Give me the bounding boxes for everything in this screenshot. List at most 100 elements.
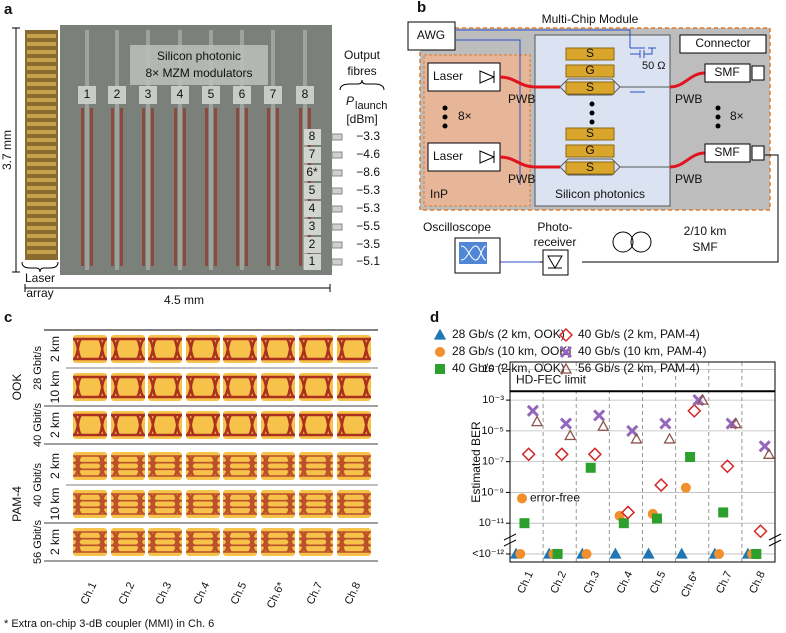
- x-tick-label: Ch.3: [581, 569, 602, 595]
- eye-background: [148, 528, 182, 556]
- x-tick-label: Ch.7: [714, 569, 735, 595]
- electrode-label: S: [586, 160, 594, 174]
- waveguide: [559, 158, 670, 176]
- smf-label: SMF: [714, 145, 739, 159]
- eye-background: [73, 411, 107, 439]
- electrode: [565, 127, 615, 141]
- connector: [751, 65, 765, 81]
- laser-stripe: [27, 66, 56, 70]
- fibre-end: [331, 205, 343, 213]
- panel-letter: a: [4, 1, 13, 18]
- silicon-region: [534, 34, 671, 207]
- smf-label: SMF: [714, 65, 739, 79]
- fibre-end: [331, 169, 343, 177]
- legend-label: 28 Gb/s (10 km, OOK): [452, 344, 571, 358]
- rate-label: 28 Gbit/s: [32, 345, 44, 390]
- p-subscript: launch: [355, 100, 387, 112]
- eye-trace: [185, 455, 221, 477]
- launch-power: −8.6: [356, 165, 380, 179]
- fibre-channel: 7: [309, 147, 316, 161]
- marker: [630, 432, 643, 444]
- marker: [530, 415, 544, 427]
- channel-label: Ch.2: [117, 580, 138, 606]
- modulator-arm: [81, 108, 84, 266]
- eye-background: [261, 452, 295, 480]
- pwb-label: PWB: [675, 172, 702, 186]
- laser-stripe: [27, 170, 56, 174]
- channel-label: Ch.5: [229, 580, 250, 606]
- laser-stripe: [27, 242, 56, 246]
- awg-box: [407, 21, 456, 51]
- channel-box: [78, 86, 96, 104]
- fibre-end: [331, 258, 343, 266]
- legend-label: 28 Gb/s (2 km, OOK): [452, 327, 565, 341]
- launch-power: −5.3: [356, 183, 380, 197]
- marker: [659, 417, 672, 430]
- eye-trace: [72, 337, 108, 361]
- eye-background: [73, 452, 107, 480]
- laser-stripe: [27, 186, 56, 190]
- marker: [515, 548, 526, 559]
- eye-trace: [222, 413, 258, 437]
- eye-trace: [298, 413, 334, 437]
- format-label: PAM-4: [10, 486, 24, 522]
- channel-box: [171, 86, 189, 104]
- channel-number: 4: [177, 87, 184, 101]
- marker: [517, 493, 527, 504]
- dot: [715, 123, 721, 129]
- eye-trace: [110, 375, 146, 399]
- rate-label: 40 Gbit/s: [32, 402, 44, 447]
- laser-label: Laser: [25, 271, 55, 285]
- x-tick-label: Ch.1: [515, 569, 536, 595]
- eye-background: [337, 335, 371, 363]
- laser-stripe: [27, 90, 56, 94]
- fibre-box: [304, 219, 321, 235]
- waveguide: [559, 78, 670, 96]
- marker: [720, 459, 735, 474]
- eye-background: [337, 528, 371, 556]
- dot: [589, 110, 595, 116]
- inp-label: InP: [430, 187, 448, 201]
- fibre-box: [304, 129, 321, 145]
- marker: [593, 409, 606, 422]
- laser-stripe: [27, 122, 56, 126]
- eye-background: [337, 411, 371, 439]
- laser-stripe: [27, 82, 56, 86]
- y-tick-label: 10⁻¹: [482, 363, 504, 375]
- fibre-box: [304, 183, 321, 199]
- eye-trace: [185, 493, 221, 515]
- eye-background: [73, 528, 107, 556]
- modulator-stripes: 1 2 3 4 5 6 7 8 8 −3.3 7 −4.6 6* −8.6 5 −5.3 4 −5.3 3 −5.5 2…: [78, 30, 380, 270]
- launch-power: −4.6: [356, 147, 380, 161]
- eye-trace: [147, 493, 183, 515]
- eye-trace: [72, 375, 108, 399]
- marker: [620, 505, 636, 520]
- laser-stripe: [27, 154, 56, 158]
- marker: [654, 478, 669, 493]
- modulator-arm: [90, 108, 93, 266]
- laser-stripe: [27, 250, 56, 254]
- marker: [558, 327, 574, 343]
- panel-c: c * Extra on-chip 3-dB coupler (MMI) in …: [4, 309, 378, 630]
- count-label: 8×: [458, 109, 472, 123]
- eye-background: [299, 411, 333, 439]
- channel-label: Ch.1: [79, 580, 100, 606]
- modulator-electrode: [271, 30, 275, 270]
- marker: [696, 393, 709, 405]
- laser-label: Laser: [433, 69, 463, 83]
- channel-number: 5: [208, 87, 215, 101]
- marker: [687, 403, 702, 418]
- eye-trace: [260, 337, 296, 361]
- fibre-channel: 6*: [306, 165, 318, 179]
- laser-label: Laser: [433, 149, 463, 163]
- laser-stripe: [27, 202, 56, 206]
- panel-a: a 3.7 mm 1 2 3 4 5 6 7 8 8 −3.3 7 −4.6 6* −8.6 5 −5.3 4 −…: [0, 1, 387, 307]
- screen: [459, 242, 487, 264]
- eye-trace: [298, 337, 334, 361]
- connector: [751, 145, 765, 161]
- awg-label: AWG: [417, 28, 445, 42]
- dot: [442, 114, 448, 120]
- channel-number: 7: [270, 87, 277, 101]
- channel-label: Ch.6*: [265, 580, 288, 611]
- marker: [618, 518, 629, 529]
